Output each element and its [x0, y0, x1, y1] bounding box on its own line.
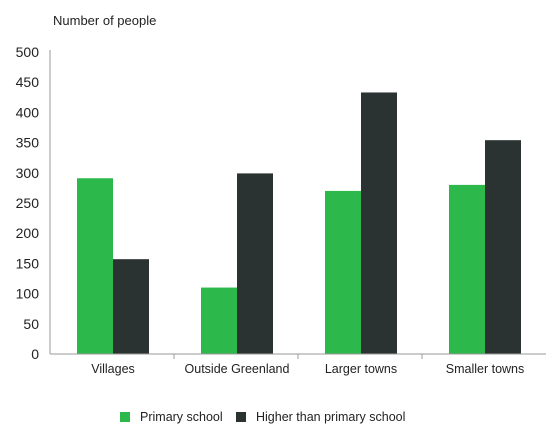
bar-higher-than-primary — [485, 140, 521, 354]
y-tick-label: 450 — [16, 74, 40, 90]
y-tick-label: 300 — [16, 165, 40, 181]
legend: Primary school Higher than primary school — [120, 410, 405, 424]
x-tick-label: Larger towns — [325, 362, 397, 376]
y-tick-label: 50 — [23, 316, 39, 332]
bar-primary-school — [449, 184, 485, 354]
x-tick-label: Villages — [91, 362, 135, 376]
y-tick-label: 400 — [16, 104, 40, 120]
bar-primary-school — [201, 287, 237, 354]
bar-primary-school — [325, 190, 361, 354]
bar-higher-than-primary — [113, 259, 149, 354]
legend-label: Higher than primary school — [256, 410, 405, 424]
legend-swatch — [236, 412, 246, 422]
x-tick-label: Outside Greenland — [185, 362, 290, 376]
y-tick-label: 200 — [16, 225, 40, 241]
y-axis-label: Number of people — [53, 13, 156, 28]
y-axis-ticks: 0 50 100 150 200 250 300 350 400 450 500 — [16, 44, 40, 362]
bar-higher-than-primary — [237, 173, 273, 354]
y-tick-label: 150 — [16, 255, 40, 271]
axes — [49, 50, 546, 359]
y-tick-label: 100 — [16, 286, 40, 302]
legend-label: Primary school — [140, 410, 223, 424]
bars — [77, 92, 521, 354]
x-axis-ticks: Villages Outside Greenland Larger towns Sma… — [91, 362, 524, 376]
bar-higher-than-primary — [361, 92, 397, 354]
x-tick-label: Smaller towns — [446, 362, 525, 376]
bar-primary-school — [77, 178, 113, 354]
y-tick-label: 350 — [16, 135, 40, 151]
y-tick-label: 0 — [31, 346, 39, 362]
y-tick-label: 500 — [16, 44, 40, 60]
legend-swatch — [120, 412, 130, 422]
y-tick-label: 250 — [16, 195, 40, 211]
